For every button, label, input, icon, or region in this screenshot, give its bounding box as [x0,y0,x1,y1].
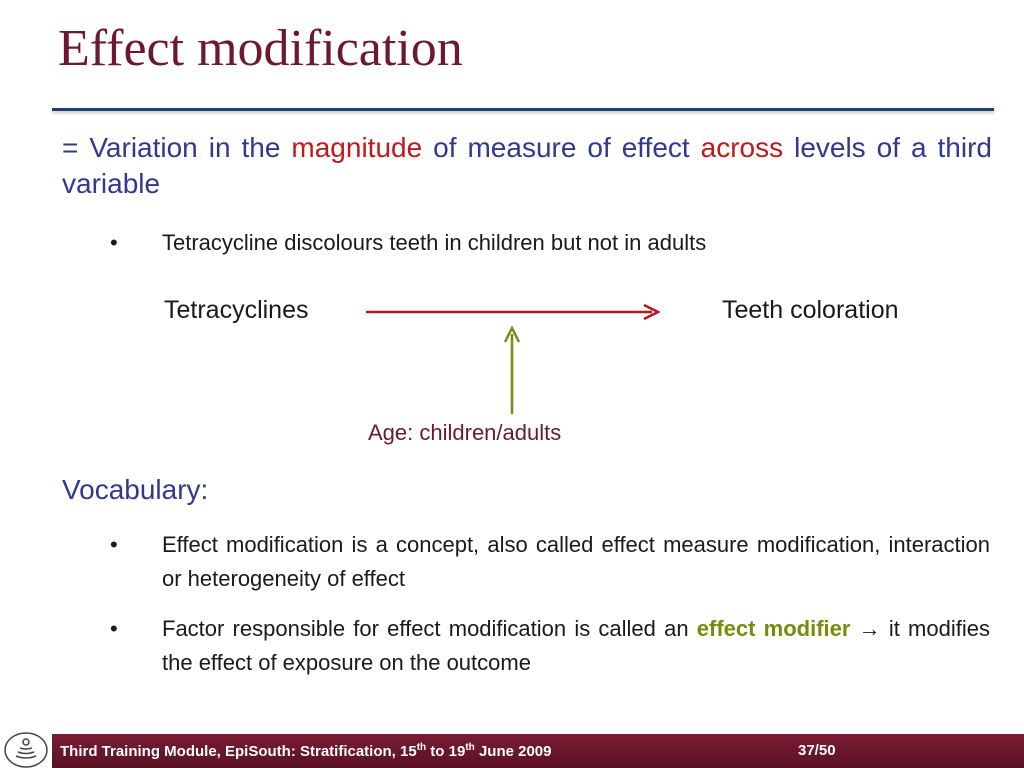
page-number: 37/50 [798,742,836,759]
modifier-arrow [503,325,521,414]
example-bullet: • Tetracycline discolours teeth in child… [110,226,990,260]
slide-title: Effect modification [58,20,463,77]
example-bullet-text: Tetracycline discolours teeth in childre… [162,230,707,255]
vocabulary-heading: Vocabulary: [62,474,209,505]
definition-highlight-magnitude: magnitude [291,132,423,163]
right-arrow-icon: → [858,616,881,641]
modifier-label: Age: children/adults [368,420,562,445]
episouth-logo-icon [4,732,48,768]
footer-ordinal-2: th [465,742,475,753]
vocab-bullet-2-before: Factor responsible for effect modificati… [162,616,697,641]
footer-bar [52,734,1024,768]
vocab-bullet-2-after: it modifies the effect of exposure on th… [162,616,990,675]
vocab-bullet-2: • Factor responsible for effect modifica… [110,612,990,682]
vocab-bullet-1-text: Effect modification is a concept, also c… [162,532,990,591]
bullet-dot: • [110,532,118,557]
footer-module-text: Third Training Module, EpiSouth: Stratif… [60,743,400,760]
footer-date-text: June 2009 [474,743,552,760]
bullet-dot: • [110,616,118,641]
footer-to: to [426,743,449,760]
exposure-label: Tetracyclines [164,296,309,324]
footer-day-start: 15 [400,743,417,760]
definition-text: = Variation in the magnitude of measure … [62,130,992,203]
definition-suffix: levels of a third variable [62,132,992,200]
definition-highlight-across: across [700,132,784,163]
vocab-bullet-2-text: Factor responsible for effect modificati… [162,612,990,680]
slide-footer: Third Training Module, EpiSouth: Stratif… [0,730,1024,768]
bullet-dot: • [110,230,118,255]
definition-prefix: = Variation in the [62,132,292,163]
exposure-outcome-arrow [366,303,661,321]
outcome-label: Teeth coloration [722,296,899,324]
footer-ordinal-1: th [416,742,427,753]
effect-modifier-term: effect modifier [696,616,851,641]
footer-text: Third Training Module, EpiSouth: Stratif… [60,742,552,760]
footer-day-end: 19 [448,743,466,760]
title-divider [52,108,994,111]
vocab-bullet-1: • Effect modification is a concept, also… [110,528,990,598]
definition-middle: of measure of effect [422,132,701,163]
